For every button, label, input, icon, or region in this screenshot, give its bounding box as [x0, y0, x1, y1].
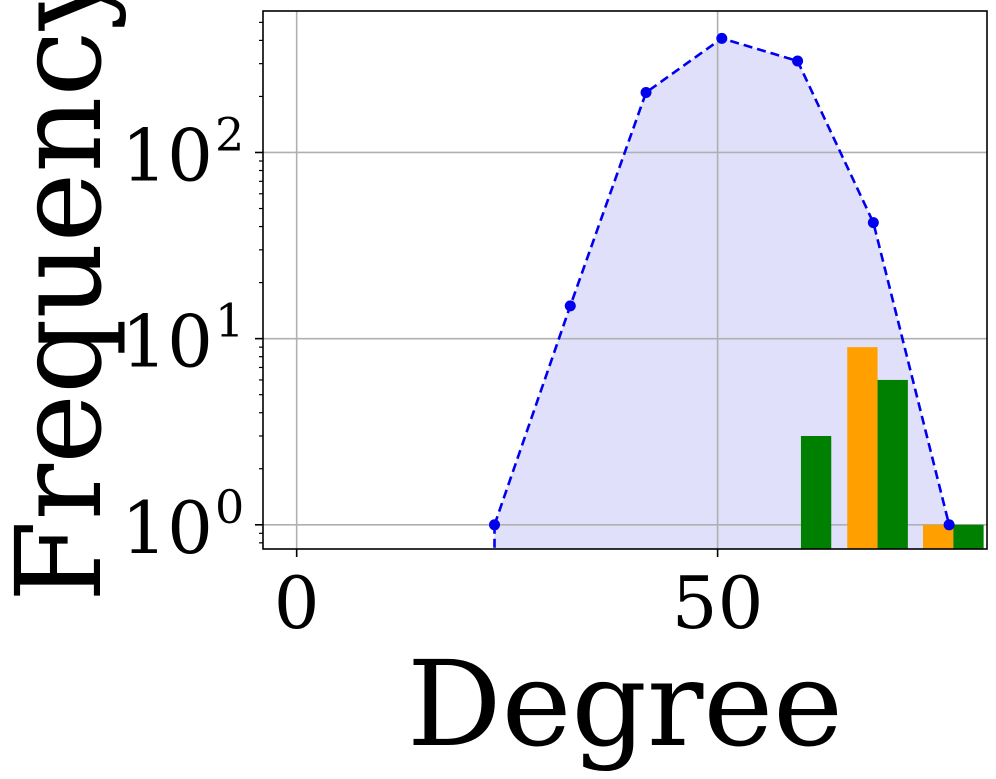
line-point-6 — [943, 519, 955, 531]
area-fill — [494, 38, 950, 549]
y-tick-label-0: 10 — [121, 486, 213, 570]
line-point-1 — [564, 300, 576, 312]
y-tick-label-exp-2: 2 — [215, 107, 244, 161]
axes-frame — [262, 10, 988, 550]
line-point-0 — [489, 519, 501, 531]
line-point-2 — [640, 86, 652, 98]
y-axis-title: Frequency — [0, 0, 128, 602]
x-tick-label-0: 0 — [274, 561, 320, 645]
x-tick-label-1: 50 — [672, 561, 764, 645]
bar-0-0 — [847, 347, 878, 549]
x-axis-title: Degree — [407, 635, 843, 773]
y-tick-label-exp-0: 0 — [215, 480, 244, 534]
line-point-3 — [716, 32, 728, 44]
y-tick-label-exp-1: 1 — [215, 294, 244, 348]
bar-1-1 — [877, 379, 908, 549]
y-tick-label-1: 10 — [121, 300, 213, 384]
line-point-5 — [867, 217, 879, 229]
line-point-4 — [792, 55, 804, 67]
bar-1-2 — [953, 524, 984, 549]
bar-1-0 — [800, 435, 832, 549]
y-tick-label-2: 10 — [121, 113, 213, 197]
